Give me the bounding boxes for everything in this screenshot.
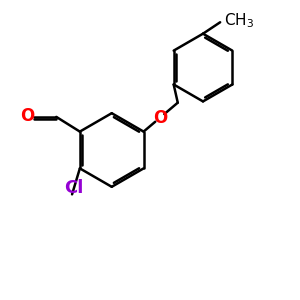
- Text: CH$_3$: CH$_3$: [224, 11, 254, 30]
- Text: Cl: Cl: [64, 179, 84, 197]
- Text: O: O: [20, 107, 34, 125]
- Text: O: O: [153, 109, 167, 127]
